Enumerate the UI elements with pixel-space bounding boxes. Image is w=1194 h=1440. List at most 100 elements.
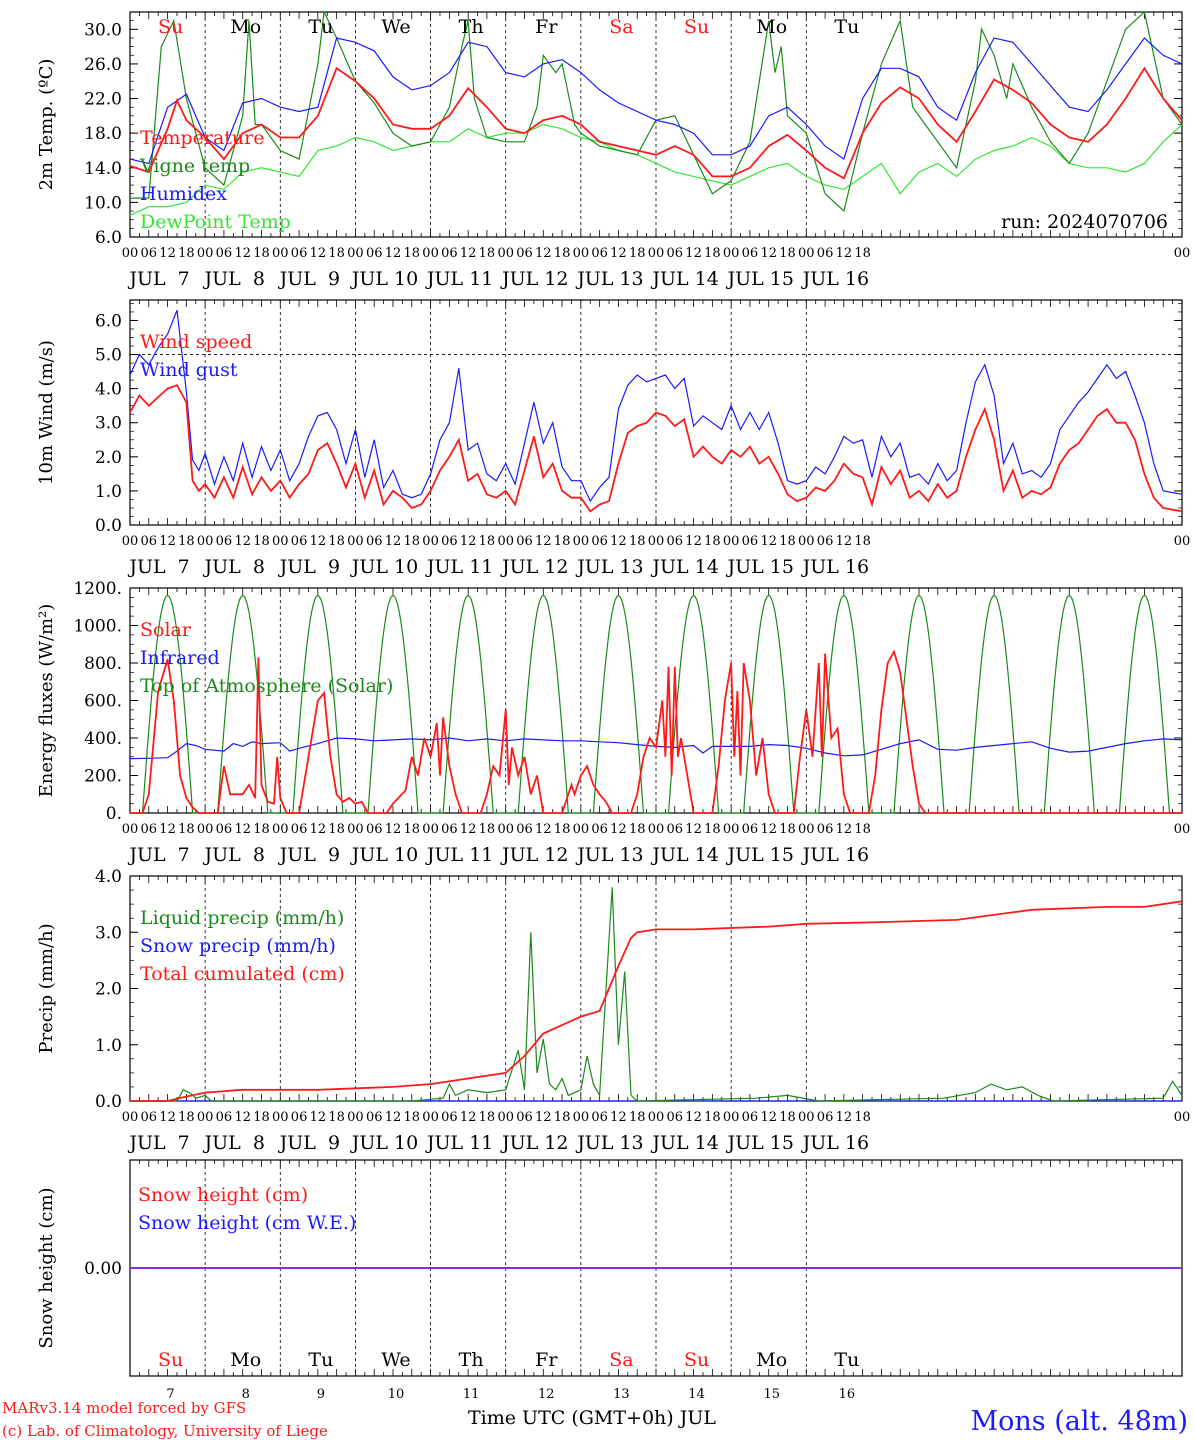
hour-tick-label: 12 bbox=[535, 822, 552, 837]
legend-entry: Humidex bbox=[140, 183, 227, 205]
hour-tick-label: 00 bbox=[347, 822, 364, 837]
date-label: JUL 9 bbox=[278, 1132, 340, 1154]
hour-tick-label: 18 bbox=[854, 534, 871, 549]
hour-tick-label: 18 bbox=[404, 246, 421, 261]
day-number-label: 16 bbox=[839, 1387, 856, 1402]
hour-tick-label: 12 bbox=[610, 822, 627, 837]
hour-tick-label: 06 bbox=[667, 1110, 684, 1125]
hour-tick-label: 06 bbox=[817, 1110, 834, 1125]
date-label: JUL 7 bbox=[127, 556, 189, 578]
hour-tick-label: 12 bbox=[760, 534, 777, 549]
hour-tick-label: 18 bbox=[328, 534, 345, 549]
date-label: JUL 13 bbox=[575, 844, 643, 866]
hour-tick-label: 12 bbox=[760, 822, 777, 837]
hour-tick-label: 18 bbox=[704, 534, 721, 549]
day-number-label: 8 bbox=[242, 1387, 250, 1402]
date-label: JUL 15 bbox=[725, 844, 793, 866]
hour-tick-label: 06 bbox=[516, 534, 533, 549]
date-label: JUL 10 bbox=[350, 844, 418, 866]
weekday-label: Mo bbox=[756, 16, 787, 38]
hour-tick-label: 18 bbox=[554, 822, 571, 837]
hour-tick-label: 00 bbox=[347, 534, 364, 549]
hour-tick-label: 00 bbox=[497, 534, 514, 549]
y-tick-label: 6.0 bbox=[95, 228, 122, 248]
hour-tick-label: 12 bbox=[310, 1110, 327, 1125]
hour-tick-label: 12 bbox=[836, 1110, 853, 1125]
hour-tick-label: 00 bbox=[648, 1110, 665, 1125]
hour-tick-label: 18 bbox=[629, 534, 646, 549]
y-tick-label: 1.0 bbox=[95, 482, 122, 502]
hour-tick-label: 18 bbox=[253, 822, 270, 837]
hour-tick-label: 00 bbox=[1174, 534, 1191, 549]
hour-tick-label: 06 bbox=[742, 246, 759, 261]
hour-tick-label: 12 bbox=[535, 534, 552, 549]
series-liquid-precip-mm-h- bbox=[130, 887, 1183, 1102]
hour-tick-label: 00 bbox=[723, 534, 740, 549]
hour-tick-label: 06 bbox=[817, 534, 834, 549]
series-infrared bbox=[129, 737, 1183, 760]
legend-entry: Snow precip (mm/h) bbox=[140, 935, 336, 957]
hour-tick-label: 18 bbox=[479, 534, 496, 549]
hour-tick-label: 00 bbox=[573, 822, 590, 837]
hour-tick-label: 06 bbox=[141, 534, 158, 549]
legend-entry: Infrared bbox=[140, 647, 220, 669]
legend-entry: Total cumulated (cm) bbox=[140, 963, 345, 985]
hour-tick-label: 00 bbox=[197, 534, 214, 549]
hour-tick-label: 06 bbox=[516, 246, 533, 261]
hour-tick-label: 06 bbox=[591, 822, 608, 837]
hour-tick-label: 18 bbox=[328, 1110, 345, 1125]
y-tick-label: 1200. bbox=[73, 579, 122, 599]
hour-tick-label: 12 bbox=[159, 534, 176, 549]
hour-tick-label: 06 bbox=[667, 534, 684, 549]
y-tick-label: 2.0 bbox=[95, 448, 122, 468]
date-label: JUL 8 bbox=[203, 844, 265, 866]
hour-tick-label: 00 bbox=[422, 822, 439, 837]
hour-tick-label: 06 bbox=[742, 534, 759, 549]
hour-tick-label: 06 bbox=[441, 246, 458, 261]
day-number-label: 15 bbox=[763, 1387, 780, 1402]
hour-tick-label: 12 bbox=[234, 822, 251, 837]
series-solar bbox=[130, 649, 1182, 814]
date-label: JUL 14 bbox=[650, 844, 718, 866]
y-tick-label: 400. bbox=[84, 729, 122, 749]
series-total-cumulated-cm- bbox=[130, 900, 1183, 1102]
hour-tick-label: 18 bbox=[554, 1110, 571, 1125]
hour-tick-label: 12 bbox=[836, 246, 853, 261]
date-label: JUL 15 bbox=[725, 268, 793, 290]
date-label: JUL 12 bbox=[500, 556, 568, 578]
hour-tick-label: 00 bbox=[648, 822, 665, 837]
hour-tick-label: 12 bbox=[234, 1110, 251, 1125]
day-number-label: 14 bbox=[688, 1387, 705, 1402]
hour-tick-label: 00 bbox=[573, 1110, 590, 1125]
weekday-label: Sa bbox=[609, 1349, 633, 1371]
hour-tick-label: 18 bbox=[328, 246, 345, 261]
hour-tick-label: 12 bbox=[685, 822, 702, 837]
weekday-label: Fr bbox=[535, 1349, 558, 1371]
hour-tick-label: 18 bbox=[178, 822, 195, 837]
hour-tick-label: 06 bbox=[216, 246, 233, 261]
hour-tick-label: 00 bbox=[197, 1110, 214, 1125]
y-tick-label: 0.00 bbox=[84, 1259, 122, 1279]
hour-tick-label: 18 bbox=[854, 246, 871, 261]
hour-tick-label: 18 bbox=[854, 1110, 871, 1125]
hour-tick-label: 06 bbox=[441, 822, 458, 837]
legend-entry: Vigne temp bbox=[139, 155, 250, 177]
y-tick-label: 0. bbox=[106, 804, 122, 824]
hour-tick-label: 00 bbox=[648, 534, 665, 549]
hour-tick-label: 12 bbox=[836, 822, 853, 837]
hour-tick-label: 00 bbox=[573, 246, 590, 261]
date-label: JUL 14 bbox=[650, 268, 718, 290]
y-tick-label: 18.0 bbox=[84, 124, 122, 144]
legend-entry: Snow height (cm W.E.) bbox=[138, 1212, 356, 1234]
hour-tick-label: 12 bbox=[460, 822, 477, 837]
hour-tick-label: 18 bbox=[704, 246, 721, 261]
y-tick-label: 0.0 bbox=[95, 516, 122, 536]
hour-tick-label: 06 bbox=[216, 534, 233, 549]
hour-tick-label: 00 bbox=[723, 246, 740, 261]
hour-tick-label: 12 bbox=[460, 534, 477, 549]
hour-tick-label: 06 bbox=[366, 1110, 383, 1125]
y-axis-label: Energy fluxes (W/m²) bbox=[36, 604, 57, 798]
x-axis-title: Time UTC (GMT+0h) JUL bbox=[468, 1407, 716, 1429]
hour-tick-label: 12 bbox=[760, 1110, 777, 1125]
